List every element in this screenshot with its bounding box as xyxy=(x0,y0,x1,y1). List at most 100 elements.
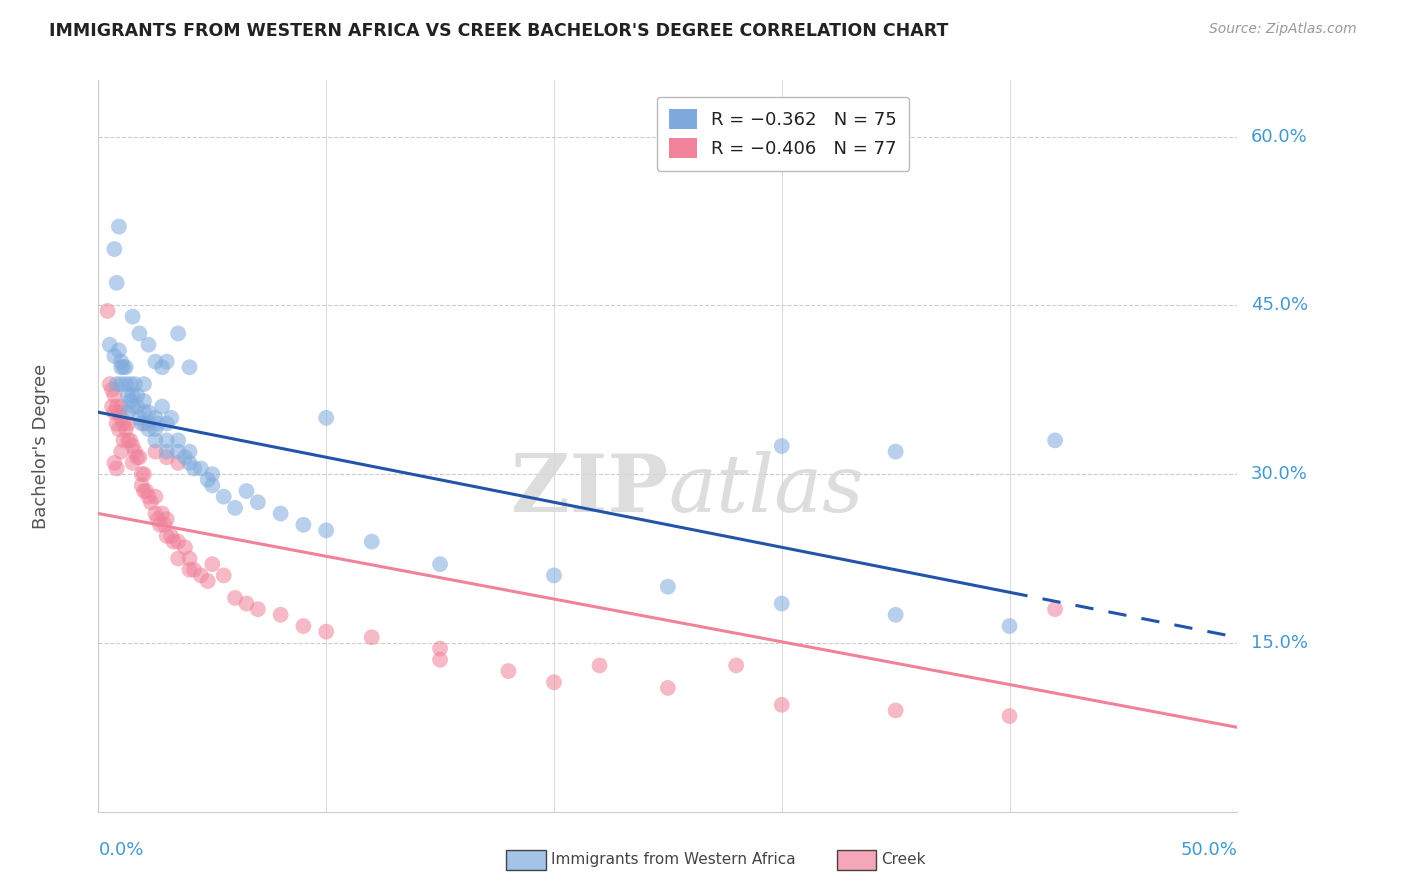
Point xyxy=(124,377,146,392)
Point xyxy=(235,597,257,611)
Point xyxy=(145,507,167,521)
Point xyxy=(315,410,337,425)
Point xyxy=(138,422,160,436)
Point xyxy=(190,461,212,475)
Text: Immigrants from Western Africa: Immigrants from Western Africa xyxy=(551,853,796,867)
Point xyxy=(117,405,139,419)
Point xyxy=(114,360,136,375)
Point xyxy=(145,354,167,368)
Point xyxy=(179,444,201,458)
Point xyxy=(292,517,315,532)
Point xyxy=(103,242,125,256)
Text: 60.0%: 60.0% xyxy=(1251,128,1308,145)
Point xyxy=(149,517,172,532)
Point xyxy=(105,377,128,392)
Point xyxy=(162,534,184,549)
Point xyxy=(212,568,235,582)
Point xyxy=(160,410,183,425)
Text: IMMIGRANTS FROM WESTERN AFRICA VS CREEK BACHELOR'S DEGREE CORRELATION CHART: IMMIGRANTS FROM WESTERN AFRICA VS CREEK … xyxy=(49,22,949,40)
Point xyxy=(105,400,128,414)
Point xyxy=(145,444,167,458)
Point xyxy=(360,630,382,644)
Point xyxy=(270,507,292,521)
Point xyxy=(98,377,121,392)
Point xyxy=(105,461,128,475)
Point xyxy=(1043,602,1066,616)
Point xyxy=(884,703,907,717)
Point xyxy=(998,709,1021,723)
Point xyxy=(212,490,235,504)
Point xyxy=(998,619,1021,633)
Legend: R = −0.362   N = 75, R = −0.406   N = 77: R = −0.362 N = 75, R = −0.406 N = 77 xyxy=(657,96,910,170)
Point xyxy=(138,337,160,351)
Point xyxy=(179,456,201,470)
Point xyxy=(224,591,246,605)
Point xyxy=(103,405,125,419)
Point xyxy=(146,417,169,431)
Point xyxy=(127,400,149,414)
Point xyxy=(110,360,132,375)
Point xyxy=(543,568,565,582)
Point xyxy=(156,529,179,543)
Point xyxy=(101,400,124,414)
Point xyxy=(657,681,679,695)
Point xyxy=(127,388,149,402)
Point xyxy=(270,607,292,622)
Point xyxy=(121,456,143,470)
Text: 30.0%: 30.0% xyxy=(1251,465,1308,483)
Point xyxy=(150,507,173,521)
Point xyxy=(498,664,520,678)
Point xyxy=(110,400,132,414)
Point xyxy=(139,495,162,509)
Point xyxy=(103,349,125,363)
Text: Bachelor's Degree: Bachelor's Degree xyxy=(32,363,51,529)
Point xyxy=(315,624,337,639)
Point xyxy=(120,434,142,448)
Point xyxy=(174,450,197,465)
Point xyxy=(156,417,179,431)
Point xyxy=(110,410,132,425)
Text: atlas: atlas xyxy=(668,451,863,529)
Point xyxy=(114,422,136,436)
Point xyxy=(108,343,131,358)
Point xyxy=(131,478,153,492)
Point xyxy=(132,417,155,431)
Text: 15.0%: 15.0% xyxy=(1251,634,1308,652)
Point xyxy=(246,602,269,616)
Point xyxy=(105,276,128,290)
Point xyxy=(156,450,179,465)
Point xyxy=(110,354,132,368)
Point xyxy=(131,417,153,431)
Point xyxy=(183,461,205,475)
Point xyxy=(135,483,157,498)
Point xyxy=(588,658,610,673)
Point xyxy=(224,500,246,515)
Point xyxy=(190,568,212,582)
Point xyxy=(167,551,190,566)
Point xyxy=(121,400,143,414)
Point xyxy=(117,388,139,402)
Point xyxy=(112,434,135,448)
Point xyxy=(128,410,150,425)
Point xyxy=(121,388,143,402)
Point xyxy=(179,551,201,566)
Point xyxy=(132,483,155,498)
Point xyxy=(150,360,173,375)
Point xyxy=(770,439,793,453)
Point xyxy=(201,557,224,571)
Point xyxy=(145,490,167,504)
Point xyxy=(201,467,224,482)
Point xyxy=(112,417,135,431)
Point xyxy=(167,456,190,470)
Point xyxy=(112,360,135,375)
Text: ZIP: ZIP xyxy=(510,450,668,529)
Point xyxy=(138,405,160,419)
Text: 0.0%: 0.0% xyxy=(98,841,143,859)
Point xyxy=(1043,434,1066,448)
Point xyxy=(770,698,793,712)
Point xyxy=(114,377,136,392)
Text: Creek: Creek xyxy=(882,853,927,867)
Point xyxy=(167,444,190,458)
Point xyxy=(884,444,907,458)
Point xyxy=(98,337,121,351)
